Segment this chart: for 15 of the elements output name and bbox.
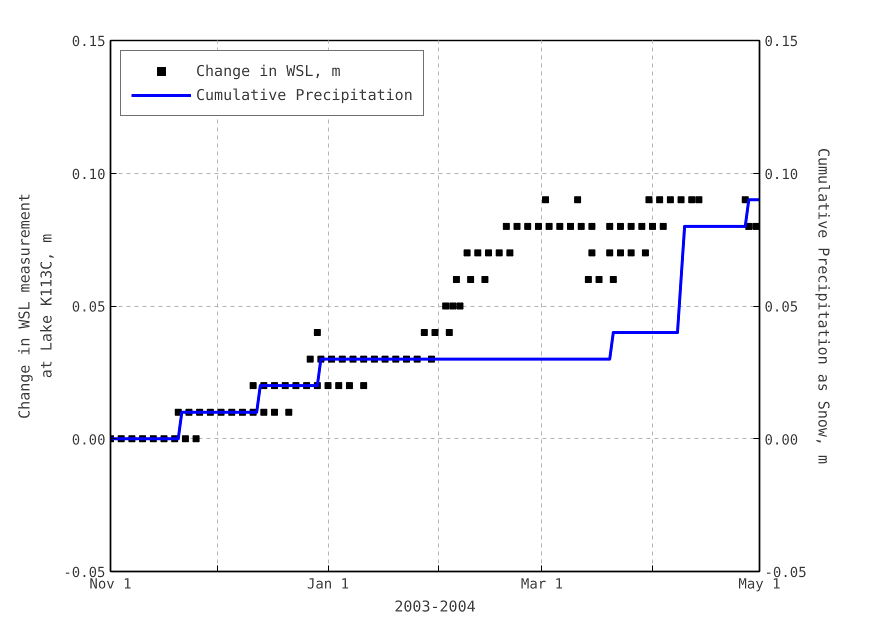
legend-label: Change in WSL, m bbox=[196, 62, 340, 80]
y-tick-label: 0.00 bbox=[72, 432, 106, 448]
x-tick-label: Jan 1 bbox=[306, 576, 350, 592]
legend-label: Cumulative Precipitation bbox=[196, 86, 413, 104]
y2-tick-label: 0.15 bbox=[764, 34, 798, 50]
y-tick-label: 0.10 bbox=[72, 166, 106, 183]
y2-axis-title: Cumulative Precipitation as Snow, m bbox=[814, 148, 833, 464]
y2-tick-label: 0.05 bbox=[764, 300, 798, 316]
x-axis-title: 2003-2004 bbox=[394, 598, 476, 616]
x-tick-label: Mar 1 bbox=[520, 576, 564, 592]
y-tick-label: 0.05 bbox=[72, 300, 106, 316]
y2-tick-label: 0.00 bbox=[764, 432, 798, 448]
y2-tick-label: 0.10 bbox=[764, 166, 798, 183]
y-tick-label: 0.15 bbox=[72, 34, 106, 50]
y-axis-title: Change in WSL measurement at Lake K113C, m bbox=[16, 193, 56, 419]
